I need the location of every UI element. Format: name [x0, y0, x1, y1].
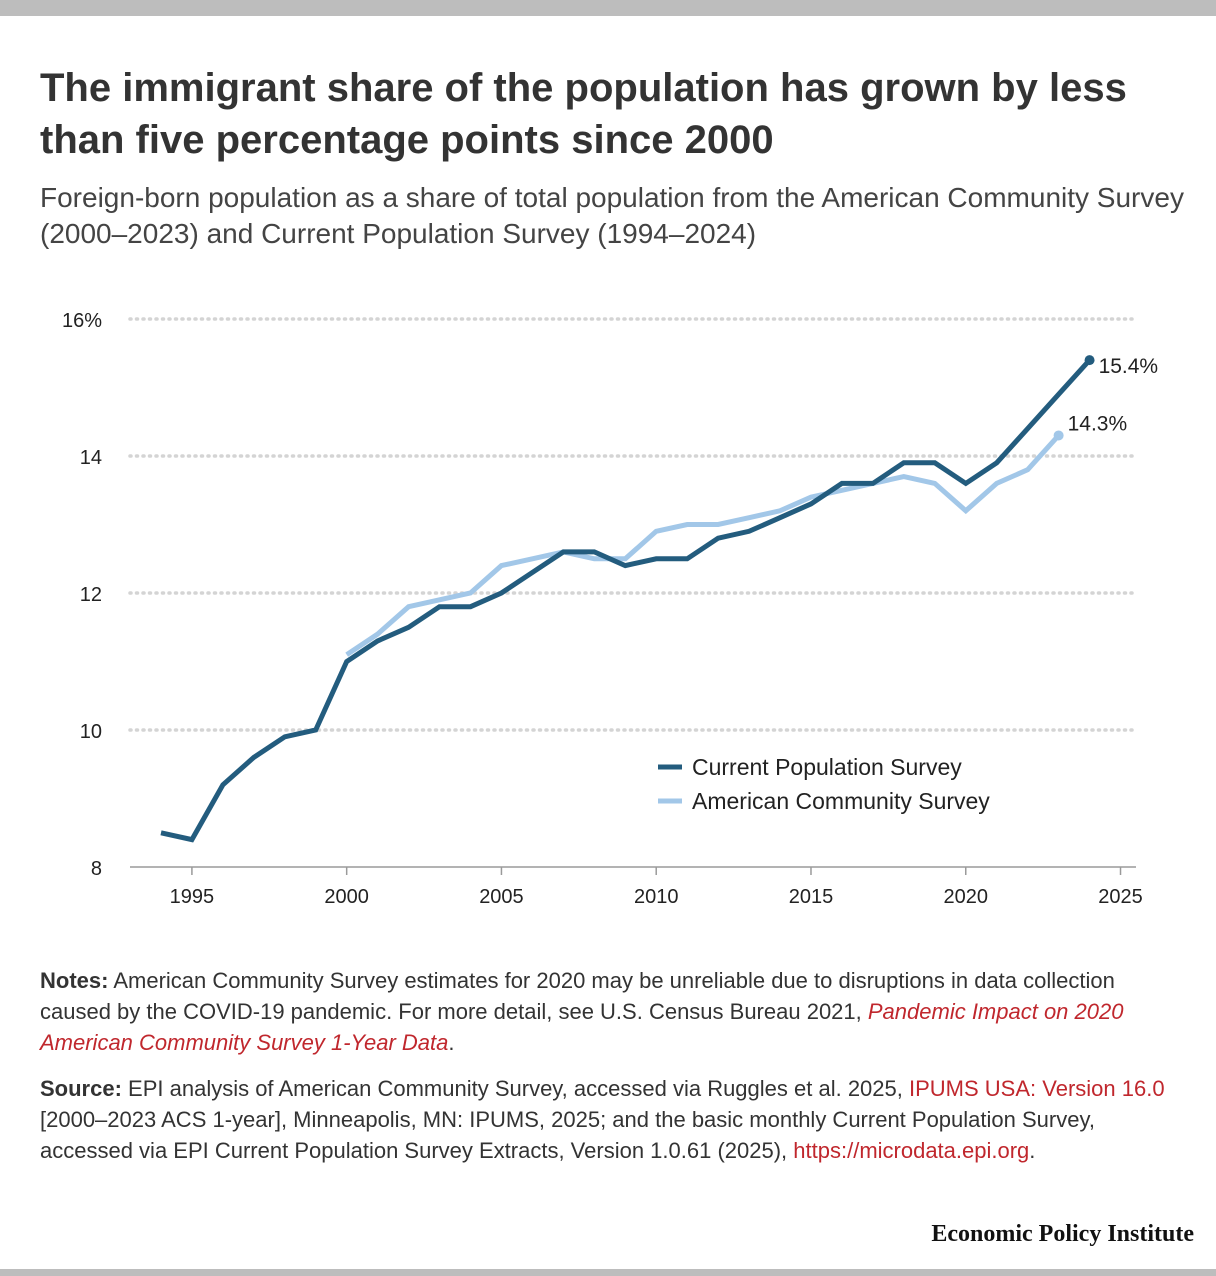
acs-series-line — [345, 433, 1061, 657]
cps-series-line — [160, 358, 1092, 843]
legend-label-cps: Current Population Survey — [692, 754, 962, 780]
source-label: Source: — [40, 1076, 122, 1101]
y-tick-label: 16% — [62, 310, 102, 332]
x-tick-label: 2020 — [944, 886, 989, 908]
x-tick-label: 2015 — [789, 886, 834, 908]
x-tick-label: 2010 — [634, 886, 679, 908]
y-tick-label: 8 — [91, 858, 102, 880]
gridlines — [128, 317, 1138, 732]
notes-text: American Community Survey estimates for … — [40, 968, 1115, 1024]
y-axis-ticks: 16% 14 12 10 8 — [62, 310, 102, 880]
source-link-ipums[interactable]: IPUMS USA: Version 16.0 — [909, 1076, 1165, 1101]
source-link-microdata[interactable]: https://microdata.epi.org — [793, 1138, 1030, 1163]
top-border — [0, 0, 1216, 16]
y-tick-label: 12 — [80, 584, 102, 606]
source-text-2: [2000–2023 ACS 1-year], Minneapolis, MN:… — [40, 1107, 1095, 1163]
y-tick-label: 10 — [80, 721, 102, 743]
notes-end: . — [448, 1030, 455, 1055]
notes: Notes: American Community Survey estimat… — [40, 965, 1180, 1058]
legend: Current Population Survey American Commu… — [658, 754, 990, 814]
source: Source: EPI analysis of American Communi… — [40, 1073, 1180, 1166]
acs-end-point — [1053, 430, 1064, 441]
x-tick-label: 2025 — [1098, 886, 1143, 908]
source-text-1: EPI analysis of American Community Surve… — [121, 1076, 909, 1101]
brand-logo: Economic Policy Institute — [931, 1221, 1194, 1247]
series-lines — [160, 355, 1095, 843]
x-tick-label: 1995 — [170, 886, 215, 908]
chart-title: The immigrant share of the population ha… — [40, 66, 1127, 162]
cps-end-label: 15.4% — [1099, 355, 1159, 378]
bottom-border — [0, 1269, 1216, 1276]
end-labels: 14.3% 15.4% — [1068, 355, 1159, 435]
cps-end-point — [1084, 355, 1095, 366]
acs-end-label: 14.3% — [1068, 412, 1128, 435]
y-tick-label: 14 — [80, 447, 102, 469]
x-tick-label: 2000 — [324, 886, 369, 908]
notes-label: Notes: — [40, 968, 109, 993]
legend-label-acs: American Community Survey — [692, 788, 990, 814]
x-tick-label: 2005 — [479, 886, 524, 908]
chart-subtitle: Foreign-born population as a share of to… — [40, 182, 1184, 249]
notes-link[interactable]: Pandemic Impact on 2020 American Communi… — [40, 999, 1124, 1055]
source-end: . — [1029, 1138, 1036, 1163]
x-axis-ticks: 1995 2000 2005 2010 2015 2020 2025 — [170, 867, 1143, 908]
